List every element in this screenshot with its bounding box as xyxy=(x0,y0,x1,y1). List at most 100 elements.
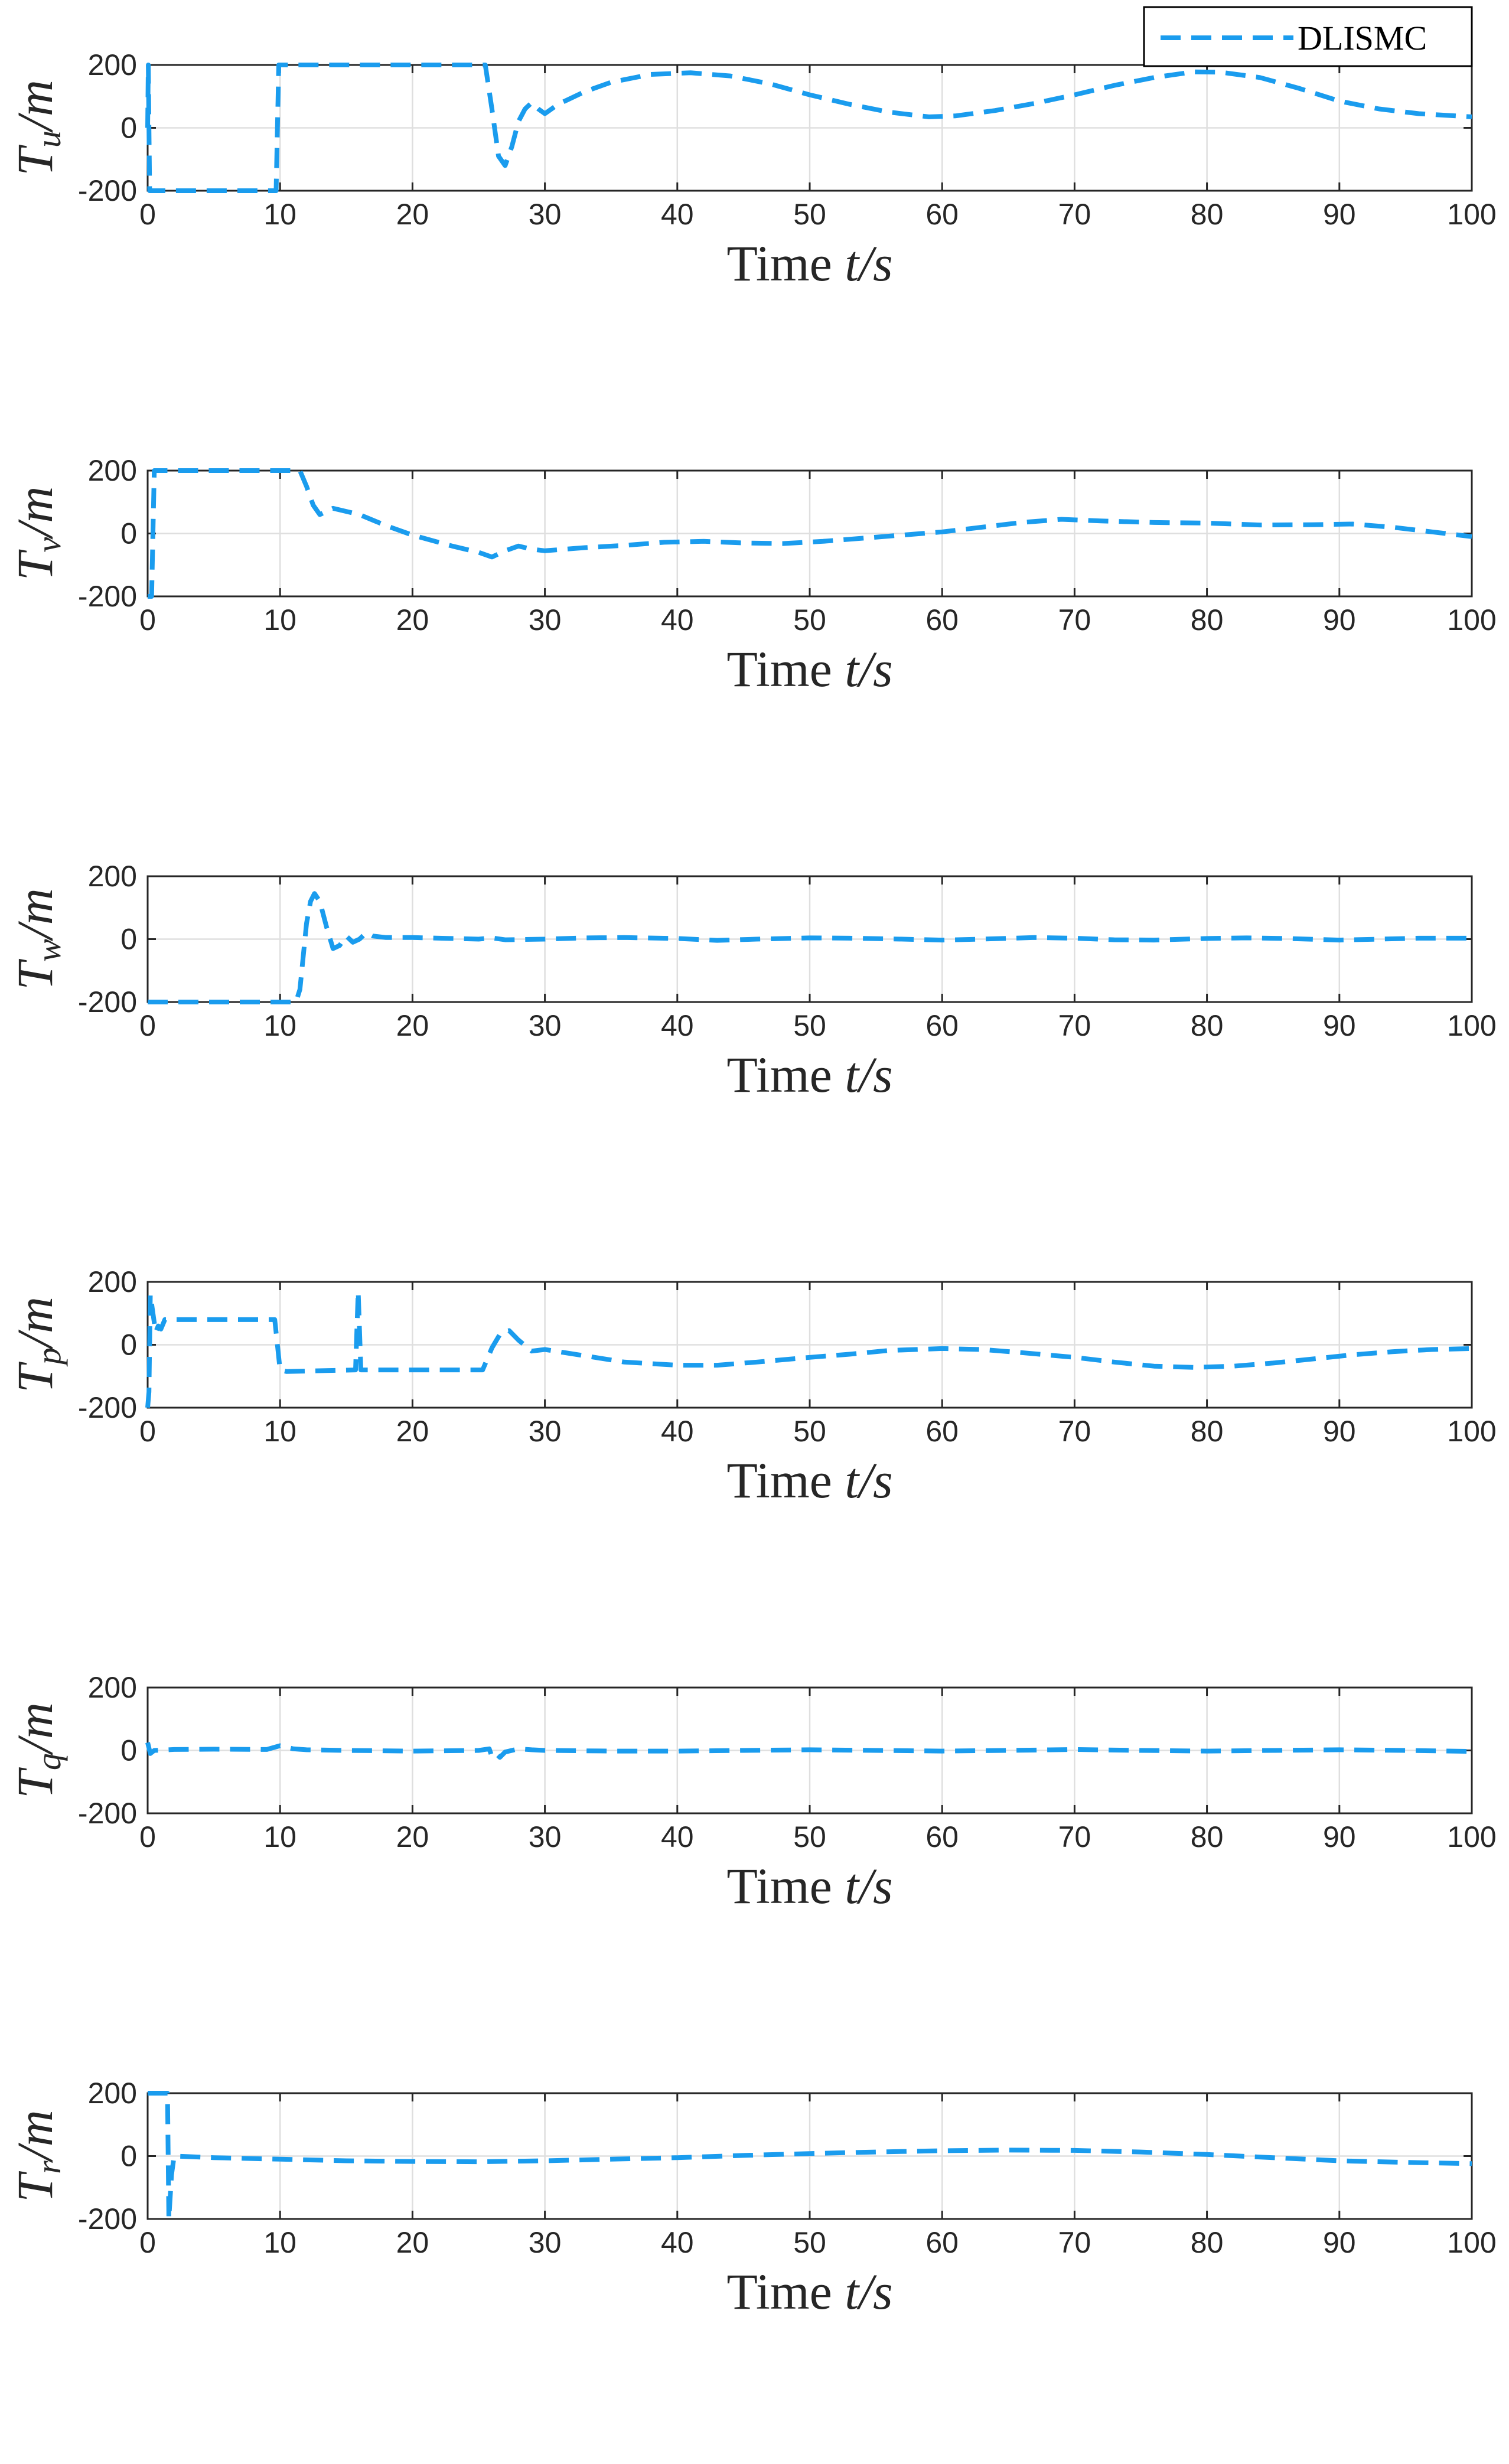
x-axis-label-word: Time xyxy=(726,2263,845,2320)
x-axis-label-var: t/s xyxy=(845,641,892,697)
x-tick-label: 30 xyxy=(529,2226,562,2259)
x-tick-label: 30 xyxy=(529,1009,562,1042)
x-tick-label: 20 xyxy=(396,1820,429,1853)
y-axis-label-unit: /m xyxy=(6,1702,63,1755)
x-tick-label: 100 xyxy=(1447,603,1496,637)
y-axis-label-unit: /m xyxy=(6,80,63,133)
x-axis-label-var: t/s xyxy=(845,1858,892,1914)
x-tick-label: 10 xyxy=(263,198,296,231)
x-tick-label: 20 xyxy=(396,2226,429,2259)
y-tick-label: 0 xyxy=(120,1329,137,1362)
y-tick-label: -200 xyxy=(78,580,137,613)
y-tick-label: -200 xyxy=(78,1797,137,1830)
x-axis-label-var: t/s xyxy=(845,1452,892,1509)
x-tick-label: 100 xyxy=(1447,2226,1496,2259)
x-tick-label: 60 xyxy=(925,198,959,231)
y-axis-label: Tu/m xyxy=(6,80,68,176)
x-tick-label: 20 xyxy=(396,603,429,637)
y-tick-label: 200 xyxy=(88,860,137,893)
x-tick-label: 30 xyxy=(529,1820,562,1853)
x-tick-label: 100 xyxy=(1447,1415,1496,1448)
x-axis-label: Time t/s xyxy=(726,1858,892,1914)
y-tick-label: 200 xyxy=(88,2077,137,2110)
x-tick-label: 20 xyxy=(396,1415,429,1448)
x-tick-label: 40 xyxy=(661,2226,694,2259)
y-axis-label: Tv/m xyxy=(6,487,68,581)
y-tick-label: -200 xyxy=(78,174,137,207)
y-axis-label-unit: /m xyxy=(6,1297,63,1350)
x-tick-label: 80 xyxy=(1191,1009,1224,1042)
x-tick-label: 40 xyxy=(661,198,694,231)
x-tick-label: 90 xyxy=(1323,198,1356,231)
x-tick-label: 10 xyxy=(263,603,296,637)
x-tick-label: 80 xyxy=(1191,198,1224,231)
y-axis-label-subscript: u xyxy=(30,130,68,148)
x-axis-label-var: t/s xyxy=(845,2263,892,2320)
x-tick-label: 70 xyxy=(1058,1820,1091,1853)
x-axis-label-word: Time xyxy=(726,235,845,292)
x-axis-label: Time t/s xyxy=(726,1452,892,1509)
x-tick-label: 60 xyxy=(925,1415,959,1448)
x-tick-label: 30 xyxy=(529,603,562,637)
y-axis-label: Tr/m xyxy=(6,2110,68,2202)
y-axis-label-subscript: p xyxy=(30,1347,68,1367)
x-tick-label: 10 xyxy=(263,1820,296,1853)
x-tick-label: 70 xyxy=(1058,1415,1091,1448)
x-tick-label: 30 xyxy=(529,1415,562,1448)
x-tick-label: 40 xyxy=(661,1415,694,1448)
x-tick-label: 50 xyxy=(793,1415,826,1448)
legend: DLISMC xyxy=(1143,6,1473,67)
y-axis-label-symbol: T xyxy=(6,549,63,580)
x-axis-label-var: t/s xyxy=(845,235,892,292)
x-tick-label: 50 xyxy=(793,1009,826,1042)
x-tick-label: 50 xyxy=(793,2226,826,2259)
x-tick-label: 0 xyxy=(139,1415,156,1448)
x-tick-label: 60 xyxy=(925,2226,959,2259)
x-axis-label: Time t/s xyxy=(726,2263,892,2320)
x-axis-label: Time t/s xyxy=(726,235,892,292)
x-tick-label: 20 xyxy=(396,198,429,231)
x-tick-label: 60 xyxy=(925,1820,959,1853)
x-axis-label-var: t/s xyxy=(845,1046,892,1103)
x-tick-label: 0 xyxy=(139,1820,156,1853)
y-axis-label-symbol: T xyxy=(6,1767,63,1799)
y-axis-label-unit: /m xyxy=(6,888,63,941)
y-tick-label: -200 xyxy=(78,1391,137,1424)
y-axis-label-symbol: T xyxy=(6,2171,63,2202)
y-tick-label: 200 xyxy=(88,48,137,81)
y-axis-label: Tq/m xyxy=(6,1702,68,1799)
y-axis-label-symbol: T xyxy=(6,1362,63,1393)
x-tick-label: 100 xyxy=(1447,1009,1496,1042)
x-tick-label: 80 xyxy=(1191,2226,1224,2259)
x-axis-label-word: Time xyxy=(726,1858,845,1914)
series-line-dlismc xyxy=(148,2091,1472,2221)
y-tick-label: -200 xyxy=(78,2202,137,2235)
series-line-dlismc xyxy=(148,468,1472,599)
series-line-dlismc xyxy=(145,1742,1472,1760)
y-tick-label: 200 xyxy=(88,454,137,487)
x-tick-label: 30 xyxy=(529,198,562,231)
x-tick-label: 70 xyxy=(1058,1009,1091,1042)
x-axis-label: Time t/s xyxy=(726,641,892,697)
x-tick-label: 0 xyxy=(139,2226,156,2259)
y-axis-label-subscript: r xyxy=(30,2161,68,2174)
y-axis-label-subscript: q xyxy=(30,1753,68,1770)
x-tick-label: 40 xyxy=(661,1009,694,1042)
y-tick-label: 0 xyxy=(120,1734,137,1767)
x-tick-label: 70 xyxy=(1058,2226,1091,2259)
x-tick-label: 90 xyxy=(1323,1009,1356,1042)
x-tick-label: 90 xyxy=(1323,2226,1356,2259)
y-axis-label-unit: /m xyxy=(6,2110,63,2163)
x-axis-label-word: Time xyxy=(726,641,845,697)
x-axis-label-word: Time xyxy=(726,1046,845,1103)
y-axis-label-symbol: T xyxy=(6,145,63,176)
x-tick-label: 40 xyxy=(661,1820,694,1853)
y-tick-label: -200 xyxy=(78,985,137,1019)
x-tick-label: 100 xyxy=(1447,198,1496,231)
x-tick-label: 100 xyxy=(1447,1820,1496,1853)
